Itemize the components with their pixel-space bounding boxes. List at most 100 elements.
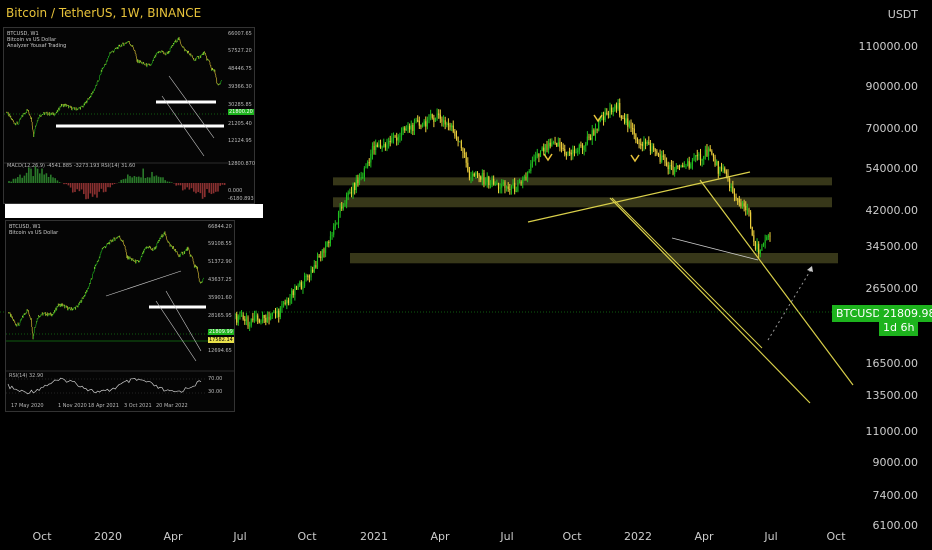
- candle: [464, 152, 466, 154]
- candle: [575, 152, 577, 154]
- mini-candle: [181, 251, 183, 253]
- mini-candle: [67, 306, 68, 311]
- mini-candle: [171, 245, 172, 247]
- mini-candle: [93, 271, 95, 273]
- mini-candle: [211, 67, 213, 71]
- mini-candle: [64, 103, 65, 105]
- mini-candle: [19, 320, 21, 323]
- mini-candle: [118, 44, 120, 46]
- macd-bar: [188, 183, 191, 190]
- candle: [664, 156, 666, 163]
- candle: [746, 209, 748, 211]
- mini-candle: [21, 115, 23, 117]
- candle: [764, 239, 766, 243]
- mini-candle: [49, 114, 51, 116]
- candle: [677, 165, 679, 167]
- mini-candle: [118, 235, 120, 237]
- mini-candle: [72, 308, 74, 310]
- mini-candle: [197, 270, 199, 273]
- mini-candle: [45, 312, 46, 316]
- candle: [405, 128, 407, 131]
- macd-bar: [201, 183, 204, 199]
- candle: [266, 316, 268, 323]
- mini-candle: [73, 308, 74, 310]
- candle: [379, 144, 382, 148]
- mini-candle: [199, 55, 201, 58]
- mini-candle: [100, 251, 102, 254]
- mini-candle: [202, 51, 204, 56]
- mini-candle: [196, 57, 197, 60]
- mini-candle: [60, 106, 62, 108]
- mini-candle: [86, 102, 88, 104]
- mini-candle: [103, 67, 104, 68]
- candle: [501, 184, 503, 188]
- mini-candle: [25, 313, 26, 315]
- macd-bar: [182, 183, 184, 191]
- mini-candle: [176, 251, 178, 253]
- mini-candle: [190, 53, 192, 57]
- macd-bar: [25, 172, 28, 183]
- mini-candle: [108, 242, 110, 244]
- mini-candle: [12, 318, 14, 320]
- candle: [480, 176, 482, 180]
- v-marker: [630, 154, 640, 163]
- mini-candle: [204, 51, 205, 53]
- candle: [674, 169, 676, 174]
- inset2-indicator-value: 30.00: [208, 389, 223, 395]
- candle: [628, 122, 630, 127]
- macd-bar: [47, 176, 50, 183]
- mini-candle: [115, 48, 117, 50]
- candle: [633, 128, 635, 135]
- mini-candle: [142, 63, 143, 65]
- candle: [274, 311, 277, 314]
- mini-candle: [128, 41, 130, 42]
- mini-candle: [107, 58, 108, 62]
- mini-candle: [40, 115, 42, 117]
- mini-candle: [132, 45, 134, 48]
- candle: [355, 179, 357, 191]
- mini-candle: [112, 50, 113, 52]
- mini-candle: [17, 322, 19, 324]
- mini-candle: [167, 51, 168, 53]
- mini-candle: [31, 121, 33, 126]
- mini-candle: [73, 307, 75, 309]
- mini-candle: [131, 258, 132, 261]
- mini-candle: [80, 106, 81, 110]
- macd-bar: [186, 183, 188, 188]
- mini-candle: [137, 62, 139, 64]
- macd-bar: [120, 179, 122, 183]
- mini-candle: [52, 112, 53, 114]
- mini-candle: [91, 278, 92, 280]
- mini-candle: [125, 249, 127, 253]
- mini-candle: [86, 290, 88, 292]
- inset-price-tick: 66007.65: [228, 31, 252, 37]
- time-tick: 2020: [94, 530, 122, 543]
- mini-candle: [65, 305, 66, 307]
- macd-bar: [41, 168, 43, 183]
- mini-candle: [146, 63, 147, 67]
- mini-candle: [47, 114, 48, 116]
- mini-candle: [142, 252, 144, 255]
- candle: [333, 226, 335, 235]
- mini-candle: [134, 50, 136, 54]
- candle: [430, 114, 432, 116]
- mini-candle: [12, 118, 13, 121]
- mini-candle: [135, 263, 137, 264]
- candle: [354, 183, 356, 191]
- mini-candle: [126, 254, 128, 259]
- mini-candle: [30, 117, 32, 119]
- mini-candle: [140, 62, 142, 63]
- candle: [598, 120, 600, 131]
- time-tick: Oct: [32, 530, 52, 543]
- candle: [599, 120, 601, 122]
- macd-bar: [43, 174, 45, 183]
- candle: [444, 120, 446, 125]
- macd-bar: [23, 175, 26, 183]
- mini-candle: [79, 301, 80, 305]
- inset2-indicator-label: RSI(14) 32.90: [9, 373, 44, 379]
- candle: [748, 209, 750, 213]
- mini-candle: [41, 114, 42, 117]
- mini-candle: [10, 118, 12, 119]
- candle: [619, 103, 621, 116]
- inset-price-tick: 48446.75: [228, 66, 252, 72]
